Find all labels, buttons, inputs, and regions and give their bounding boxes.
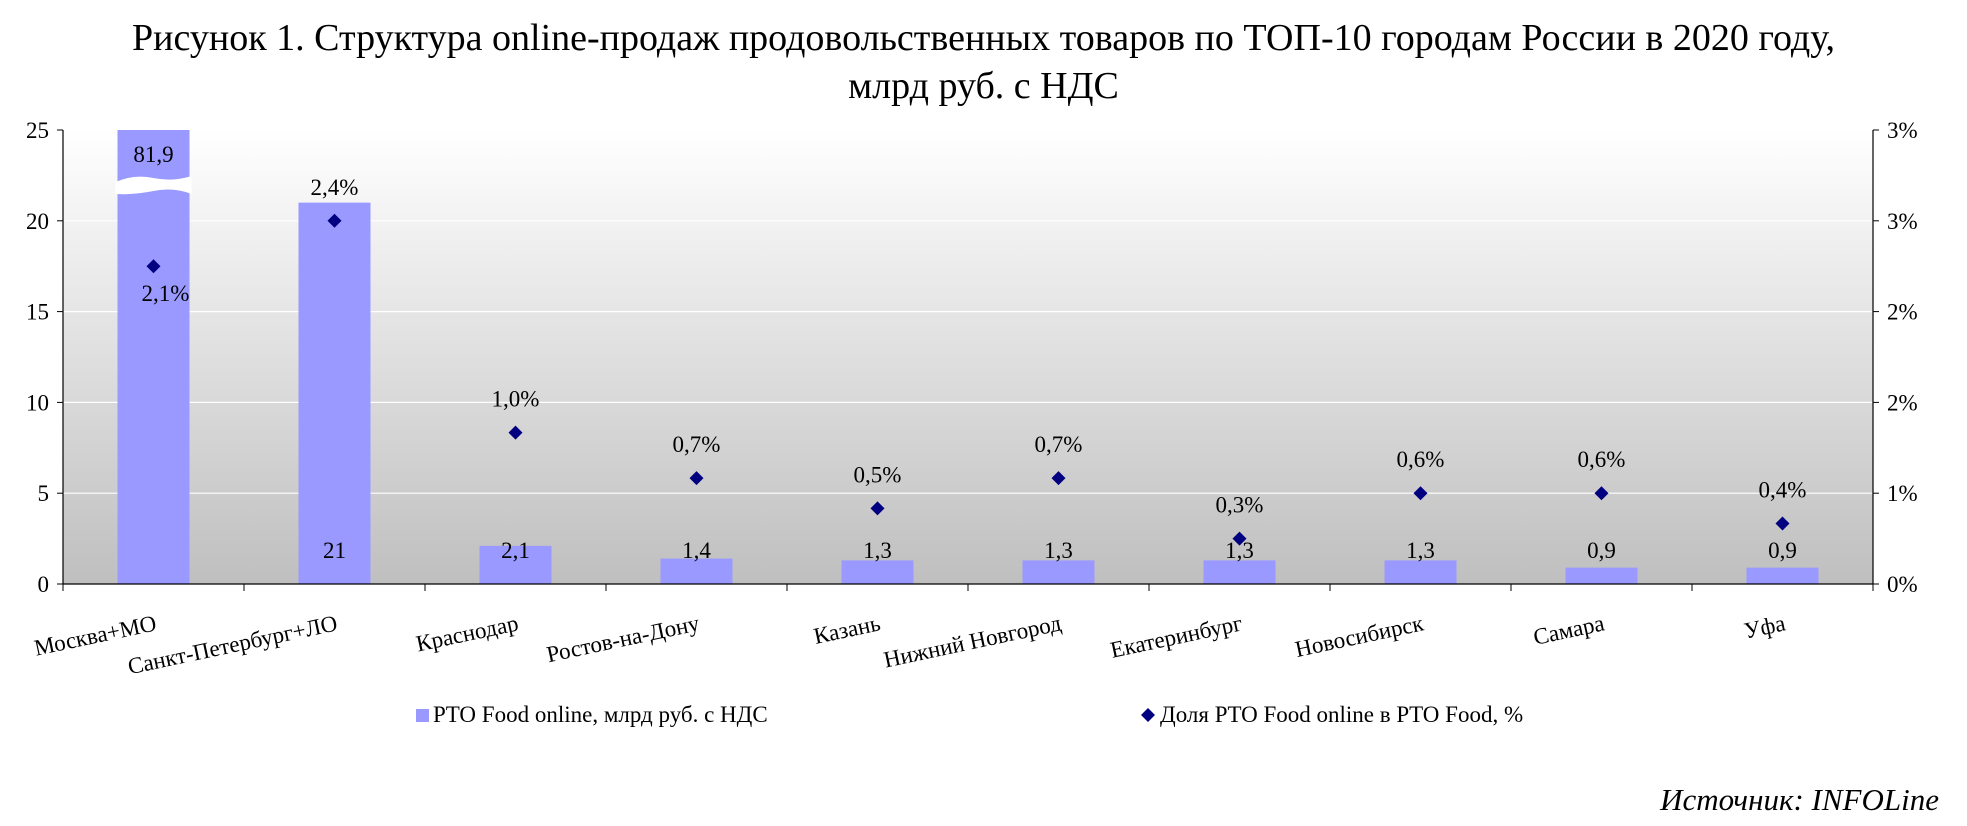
y-left-tick-label: 0 [38,572,50,597]
share-marker [508,425,523,440]
legend-label-bar: PTO Food online, млрд руб. с НДС [433,702,768,727]
axis-break [115,176,192,195]
legend-swatch-bar [416,709,429,722]
x-category-label: Краснодар [414,610,521,656]
share-marker [327,213,342,228]
share-marker [1051,471,1066,486]
x-category-label: Екатеринбург [1108,610,1244,662]
x-category-label: Казань [811,610,882,648]
bar [841,560,914,584]
share-marker [1232,531,1247,546]
y-right-tick-label: 3% [1887,209,1918,234]
share-value-label: 1,0% [492,387,540,412]
bar [660,558,733,584]
bar-value-label: 2,1 [501,538,530,563]
y-right-tick-label: 1% [1887,481,1918,506]
share-marker [1775,516,1790,531]
y-right-tick-label: 3% [1887,118,1918,143]
y-left-tick-label: 20 [26,209,49,234]
bar [1746,567,1819,584]
bar-value-label: 0,9 [1768,538,1797,563]
source-note: Источник: INFOLine [1660,782,1939,817]
x-category-label: Нижний Новгород [881,610,1063,672]
chart-title: Рисунок 1. Структура online-продаж продо… [0,14,1967,110]
bar-value-label: 1,4 [682,538,711,563]
x-category-label: Новосибирск [1293,610,1426,662]
bar [298,202,371,584]
bar-value-label: 1,3 [1406,538,1435,563]
x-category-label: Уфа [1742,610,1788,643]
share-marker [1413,486,1428,501]
y-right-tick-label: 2% [1887,390,1918,415]
x-category-label: Ростов-на-Дону [544,610,702,667]
share-value-label: 0,3% [1216,493,1264,518]
y-left-tick-label: 25 [26,118,49,143]
chart-title-line-1: Рисунок 1. Структура online-продаж продо… [132,17,1835,59]
bar [1384,560,1457,584]
share-value-label: 0,4% [1759,477,1807,502]
share-value-label: 0,7% [1035,432,1083,457]
bar-value-label: 21 [323,538,346,563]
share-marker [146,259,161,274]
bar [1022,560,1095,584]
bar [117,130,190,584]
share-value-label: 0,6% [1578,447,1626,472]
x-category-label: Самара [1531,610,1607,649]
y-left-tick-label: 5 [38,481,50,506]
chart-title-line-2: млрд руб. с НДС [848,65,1119,107]
bar [1203,560,1276,584]
share-value-label: 0,6% [1397,447,1445,472]
bar-value-label: 0,9 [1587,538,1616,563]
x-category-label: Санкт-Петербург+ЛО [126,610,340,679]
share-value-label: 0,7% [673,432,721,457]
share-value-label: 2,4% [311,175,359,200]
share-value-label: 2,1% [142,281,190,306]
y-right-tick-label: 2% [1887,300,1918,325]
legend-label-marker: Доля PTO Food online в PTO Food, % [1160,702,1523,727]
bar [1565,567,1638,584]
share-marker [689,471,704,486]
bar-value-label: 81,9 [133,142,173,167]
share-value-label: 0,5% [854,462,902,487]
y-left-tick-label: 10 [26,390,49,415]
bar-value-label: 1,3 [863,538,892,563]
legend-swatch-marker [1141,708,1155,722]
share-marker [1594,486,1609,501]
share-marker [870,501,885,516]
bar-value-label: 1,3 [1044,538,1073,563]
y-left-tick-label: 15 [26,300,49,325]
bar [479,545,552,584]
y-right-tick-label: 0% [1887,572,1918,597]
bar-value-label: 1,3 [1225,538,1254,563]
